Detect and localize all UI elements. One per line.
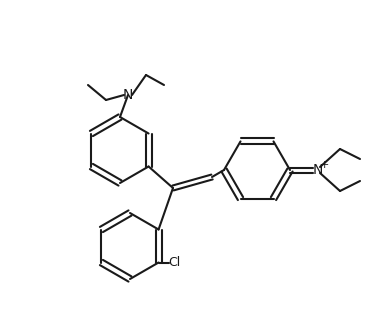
Text: N: N	[313, 163, 324, 177]
Text: +: +	[320, 160, 329, 170]
Text: Cl: Cl	[169, 256, 181, 269]
Text: N: N	[123, 88, 133, 102]
